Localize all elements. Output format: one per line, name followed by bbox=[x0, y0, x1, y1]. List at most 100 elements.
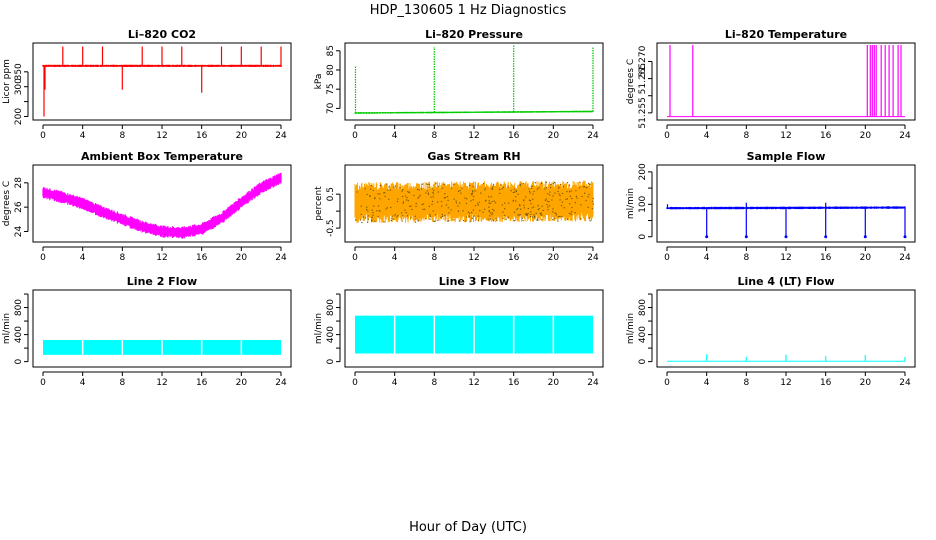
series-dot-gas_rh bbox=[386, 183, 388, 185]
series-dot-gas_rh bbox=[525, 214, 527, 216]
series-dot-gas_rh bbox=[530, 213, 532, 215]
x-tick-label-ambient_temp: 24 bbox=[275, 253, 287, 263]
series-dot-gas_rh bbox=[372, 212, 374, 214]
series-dot-gas_rh bbox=[512, 191, 514, 194]
series-dot-gas_rh bbox=[428, 193, 430, 195]
series-dot-gas_rh bbox=[443, 197, 445, 199]
series-dot-gas_rh bbox=[535, 212, 537, 214]
panel-title-ambient_temp: Ambient Box Temperature bbox=[81, 150, 243, 163]
series-dot-gas_rh bbox=[528, 199, 531, 201]
series-dot-gas_rh bbox=[510, 190, 512, 192]
series-dot-gas_rh bbox=[432, 196, 434, 198]
series-dot-gas_rh bbox=[568, 184, 570, 186]
series-dot-gas_rh bbox=[492, 219, 494, 221]
series-dot-gas_rh bbox=[393, 186, 395, 188]
series-dot-gas_rh bbox=[421, 203, 423, 206]
series-dot-gas_rh bbox=[488, 202, 490, 204]
series-dot-gas_rh bbox=[396, 216, 398, 218]
series-dot-gas_rh bbox=[490, 212, 492, 214]
series-dot-gas_rh bbox=[525, 213, 527, 215]
x-tick-label-sample_flow: 16 bbox=[820, 253, 832, 263]
series-dot-gas_rh bbox=[515, 196, 517, 198]
series-dot-gas_rh bbox=[416, 188, 419, 190]
x-tick-label-co2: 4 bbox=[80, 131, 86, 141]
y-axis-label-line2_flow: ml/min bbox=[2, 313, 12, 344]
series-dot-gas_rh bbox=[484, 208, 486, 210]
series-dot-gas_rh bbox=[588, 182, 590, 184]
series-dot-gas_rh bbox=[547, 193, 549, 195]
series-dot-gas_rh bbox=[458, 190, 460, 192]
series-dot-gas_rh bbox=[479, 209, 481, 212]
series-dot-gas_rh bbox=[515, 191, 517, 193]
series-dot-gas_rh bbox=[367, 210, 369, 212]
series-dot-gas_rh bbox=[585, 187, 587, 189]
series-dot-gas_rh bbox=[581, 196, 583, 198]
series-dot-gas_rh bbox=[538, 187, 540, 189]
series-dot-gas_rh bbox=[589, 183, 591, 185]
series-dot-gas_rh bbox=[477, 219, 479, 221]
series-dot-gas_rh bbox=[447, 220, 449, 222]
series-line-pressure bbox=[354, 110, 594, 114]
series-dot-gas_rh bbox=[542, 209, 544, 211]
x-tick-label-line3_flow: 12 bbox=[468, 378, 479, 388]
panel-title-pressure: Li–820 Pressure bbox=[425, 28, 523, 41]
x-tick-label-ambient_temp: 20 bbox=[236, 253, 248, 263]
x-tick-label-licor_temp: 8 bbox=[743, 131, 749, 141]
series-dot-gas_rh bbox=[560, 205, 563, 207]
y-axis-label-line4_flow: ml/min bbox=[626, 313, 636, 344]
series-dot-gas_rh bbox=[414, 221, 417, 223]
series-dot-gas_rh bbox=[549, 191, 551, 193]
x-tick-label-line2_flow: 4 bbox=[80, 378, 86, 388]
series-dot-gas_rh bbox=[562, 186, 564, 188]
series-dot-gas_rh bbox=[376, 210, 378, 212]
series-dot-gas_rh bbox=[402, 201, 405, 203]
series-dot-gas_rh bbox=[568, 191, 571, 193]
x-tick-label-pressure: 4 bbox=[392, 131, 398, 141]
series-dot-gas_rh bbox=[445, 204, 448, 206]
series-dot-gas_rh bbox=[356, 191, 358, 193]
series-dot-gas_rh bbox=[428, 205, 430, 207]
series-dot-gas_rh bbox=[360, 213, 362, 215]
panel-sample_flow: Sample Flow ml/min 0 4 8 12 16 20 24 0 100 200 bbox=[626, 150, 916, 263]
series-dot-gas_rh bbox=[429, 218, 431, 220]
series-dot-gas_rh bbox=[417, 220, 419, 222]
series-dot-gas_rh bbox=[418, 196, 420, 198]
series-dot-gas_rh bbox=[429, 213, 431, 215]
series-dot-gas_rh bbox=[552, 195, 554, 197]
series-dot-gas_rh bbox=[575, 190, 577, 192]
series-dot-gas_rh bbox=[409, 205, 411, 207]
series-dot-gas_rh bbox=[561, 201, 563, 203]
series-dot-gas_rh bbox=[384, 192, 386, 194]
series-dot-gas_rh bbox=[472, 190, 474, 192]
x-tick-label-sample_flow: 24 bbox=[899, 253, 911, 263]
x-tick-label-pressure: 24 bbox=[587, 131, 599, 141]
series-dot-gas_rh bbox=[457, 205, 459, 207]
series-dot-gas_rh bbox=[568, 212, 570, 214]
series-dot-gas_rh bbox=[552, 208, 554, 210]
series-dot-gas_rh bbox=[374, 197, 376, 199]
series-dot-gas_rh bbox=[402, 202, 404, 204]
series-dot-gas_rh bbox=[419, 194, 421, 196]
panel-frame-pressure bbox=[344, 42, 604, 121]
series-dot-gas_rh bbox=[587, 206, 589, 208]
series-point-sample_flow bbox=[863, 235, 867, 239]
series-dot-gas_rh bbox=[554, 192, 556, 194]
x-tick-label-co2: 16 bbox=[196, 131, 208, 141]
series-dot-gas_rh bbox=[493, 200, 495, 202]
series-dot-gas_rh bbox=[440, 200, 442, 203]
series-dot-gas_rh bbox=[388, 186, 390, 188]
series-dot-gas_rh bbox=[561, 215, 563, 218]
y-tick-label-line4_flow: 800 bbox=[638, 299, 648, 316]
series-line2_flow bbox=[43, 339, 281, 355]
series-dot-gas_rh bbox=[530, 203, 532, 205]
x-tick-label-sample_flow: 20 bbox=[860, 253, 872, 263]
series-point-sample_flow bbox=[744, 235, 748, 239]
y-tick-label-sample_flow: 0 bbox=[638, 234, 648, 240]
series-dot-gas_rh bbox=[559, 215, 561, 218]
series-dot-gas_rh bbox=[408, 191, 411, 193]
series-dot-gas_rh bbox=[372, 214, 374, 216]
series-dot-gas_rh bbox=[437, 201, 439, 203]
panel-frame-sample_flow bbox=[656, 164, 916, 243]
series-dot-gas_rh bbox=[592, 197, 594, 200]
y-tick-label-gas_rh: 0.5 bbox=[326, 187, 336, 201]
